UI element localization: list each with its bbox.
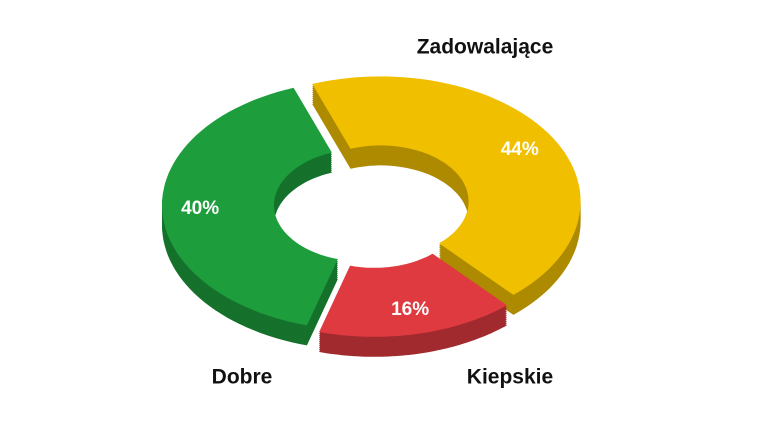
segment [312,76,581,295]
value-label: 16% [391,299,429,320]
segment [162,87,338,326]
category-label: Zadowalające [417,36,554,59]
category-label: Dobre [212,366,273,389]
value-label: 40% [181,198,219,219]
category-label: Kiepskie [467,366,553,389]
segment [319,253,507,337]
value-label: 44% [501,139,539,160]
